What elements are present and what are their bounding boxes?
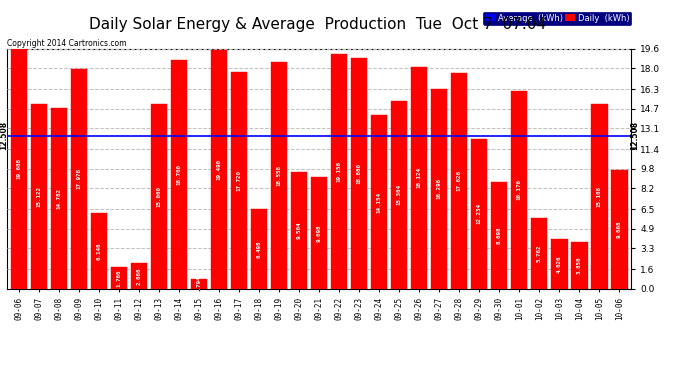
Bar: [11, 49, 27, 289]
Bar: [131, 263, 147, 289]
Text: 16.296: 16.296: [437, 178, 442, 200]
Text: 19.156: 19.156: [337, 161, 342, 182]
Bar: [31, 104, 47, 289]
Bar: [491, 182, 507, 289]
Bar: [471, 139, 487, 289]
Bar: [371, 116, 387, 289]
Bar: [211, 50, 227, 289]
Text: 1.760: 1.760: [117, 269, 121, 287]
Text: 18.558: 18.558: [277, 165, 282, 186]
Text: 14.782: 14.782: [57, 188, 61, 209]
Text: 9.098: 9.098: [317, 224, 322, 242]
Text: 18.124: 18.124: [417, 167, 422, 188]
Bar: [411, 67, 427, 289]
Bar: [571, 242, 587, 289]
Bar: [51, 108, 67, 289]
Text: 12.508: 12.508: [630, 121, 639, 150]
Text: 19.608: 19.608: [17, 158, 21, 179]
Bar: [391, 100, 407, 289]
Text: Copyright 2014 Cartronics.com: Copyright 2014 Cartronics.com: [7, 39, 126, 48]
Text: 12.234: 12.234: [477, 203, 482, 224]
Text: 15.060: 15.060: [157, 186, 161, 207]
Bar: [431, 89, 447, 289]
Bar: [171, 60, 187, 289]
Bar: [191, 279, 207, 289]
Text: Daily Solar Energy & Average  Production  Tue  Oct 7  07:04: Daily Solar Energy & Average Production …: [89, 17, 546, 32]
Text: 16.176: 16.176: [517, 179, 522, 200]
Text: 18.700: 18.700: [177, 164, 181, 185]
Bar: [331, 54, 347, 289]
Text: 0.794: 0.794: [197, 275, 201, 292]
Text: 6.498: 6.498: [257, 240, 262, 258]
Bar: [511, 91, 527, 289]
Bar: [231, 72, 247, 289]
Bar: [551, 240, 567, 289]
Legend: Average  (kWh), Daily  (kWh): Average (kWh), Daily (kWh): [483, 12, 631, 25]
Text: 5.762: 5.762: [537, 245, 542, 262]
Bar: [271, 62, 287, 289]
Text: 15.364: 15.364: [397, 184, 402, 205]
Bar: [611, 170, 627, 289]
Bar: [111, 267, 127, 289]
Bar: [71, 69, 87, 289]
Text: 15.108: 15.108: [597, 186, 602, 207]
Text: 3.850: 3.850: [577, 256, 582, 274]
Bar: [311, 177, 327, 289]
Bar: [291, 172, 307, 289]
Text: 6.146: 6.146: [97, 242, 101, 260]
Text: 8.698: 8.698: [497, 227, 502, 244]
Text: 17.626: 17.626: [457, 170, 462, 191]
Bar: [91, 213, 107, 289]
Text: 19.490: 19.490: [217, 159, 221, 180]
Text: 17.978: 17.978: [77, 168, 81, 189]
Bar: [251, 209, 267, 289]
Text: 12.508: 12.508: [0, 121, 8, 150]
Bar: [151, 104, 167, 289]
Text: 9.504: 9.504: [297, 222, 302, 239]
Text: 9.668: 9.668: [617, 221, 622, 238]
Bar: [451, 73, 467, 289]
Text: 4.026: 4.026: [557, 255, 562, 273]
Bar: [351, 58, 367, 289]
Text: 2.086: 2.086: [137, 267, 141, 285]
Text: 15.122: 15.122: [37, 186, 41, 207]
Text: 18.860: 18.860: [357, 163, 362, 184]
Text: 14.154: 14.154: [377, 192, 382, 213]
Bar: [531, 218, 547, 289]
Bar: [591, 104, 607, 289]
Text: 17.720: 17.720: [237, 170, 241, 191]
